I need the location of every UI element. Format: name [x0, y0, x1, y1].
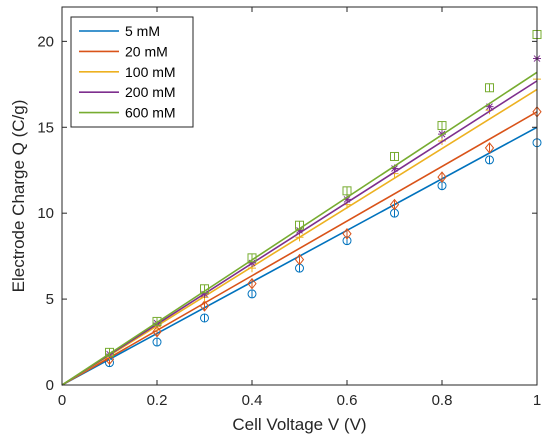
data-point — [485, 83, 494, 93]
data-point — [200, 289, 209, 298]
axes-box — [61, 6, 538, 386]
data-point — [343, 195, 351, 204]
series-line — [61, 111, 538, 386]
data-point — [199, 300, 210, 312]
legend-label: 200 mM — [125, 84, 176, 100]
x-tick-label: 0 — [58, 392, 66, 409]
data-point — [437, 171, 447, 183]
data-point — [295, 233, 304, 242]
data-point — [105, 347, 114, 357]
x-tick-label: 0.2 — [147, 392, 168, 409]
data-point — [200, 284, 209, 294]
y-axis-label: Electrode Charge Q (C/g) — [9, 100, 28, 293]
data-point — [437, 121, 447, 131]
data-point — [248, 259, 256, 268]
x-tick-label: 0.8 — [432, 392, 453, 409]
series-layer — [61, 29, 542, 386]
data-point — [247, 277, 257, 290]
y-tick-label: 0 — [46, 377, 54, 394]
data-point — [152, 337, 162, 347]
x-tick-label: 0.6 — [337, 392, 358, 409]
data-point — [152, 316, 162, 326]
legend-label: 600 mM — [125, 105, 176, 121]
x-axis-label: Cell Voltage V (V) — [232, 415, 366, 434]
data-point — [485, 155, 494, 165]
data-point — [389, 198, 400, 211]
series-1 — [61, 106, 542, 386]
y-tick-label: 10 — [37, 205, 54, 222]
y-tick-label: 20 — [37, 33, 54, 50]
data-point — [247, 289, 257, 299]
x-tick-label: 1 — [533, 392, 541, 409]
legend-label: 5 mM — [125, 23, 160, 39]
data-point — [390, 164, 399, 173]
data-point — [295, 226, 304, 235]
data-point — [247, 253, 257, 263]
data-point — [390, 151, 399, 161]
y-tick-label: 15 — [37, 119, 54, 136]
data-point — [152, 325, 162, 338]
data-point — [485, 102, 494, 111]
legend-label: 100 mM — [125, 64, 176, 80]
data-point — [342, 227, 352, 240]
legend-label: 20 mM — [125, 43, 168, 59]
data-point — [294, 253, 305, 266]
x-tick-label: 0.4 — [242, 392, 263, 409]
data-point — [200, 313, 209, 323]
data-point — [295, 220, 304, 230]
legend: 5 mM 20 mM 100 mM 200 mM 600 mM — [70, 16, 194, 128]
y-tick-label: 5 — [46, 291, 54, 308]
data-point — [484, 142, 495, 154]
data-point — [342, 186, 352, 196]
